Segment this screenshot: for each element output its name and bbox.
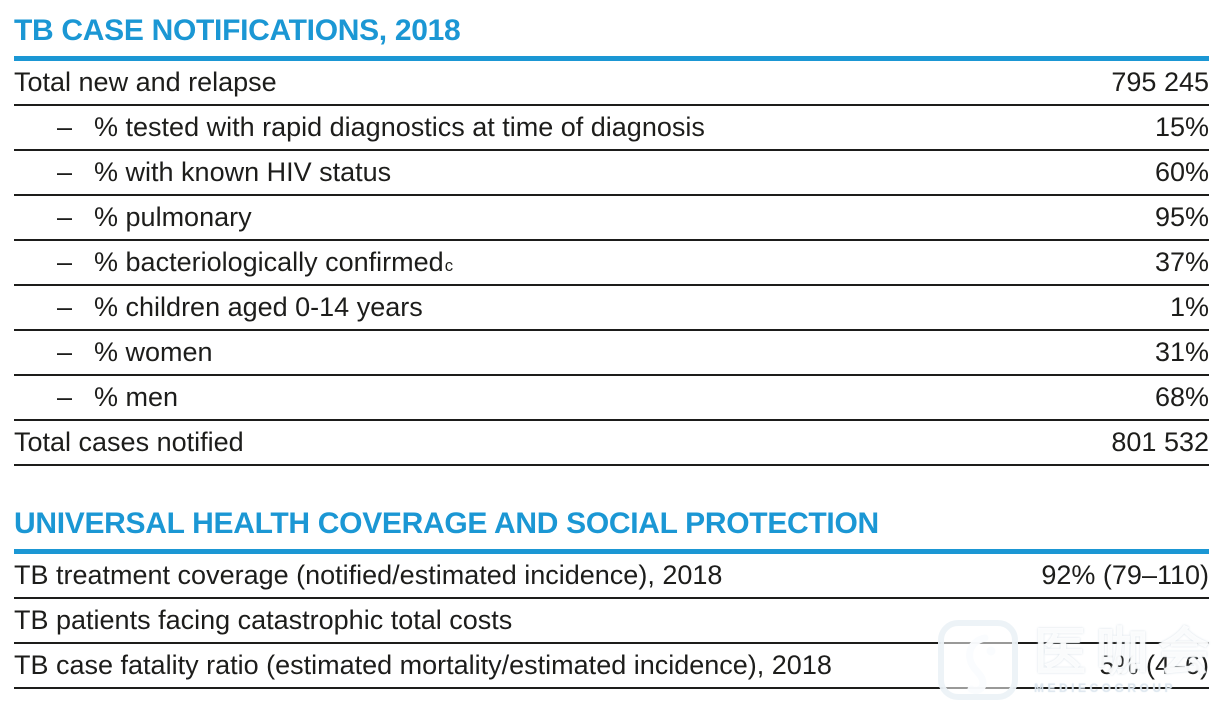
table-row: TB treatment coverage (notified/estimate… <box>14 554 1209 599</box>
dash-bullet: – <box>57 382 73 412</box>
table-row: TB case fatality ratio (estimated mortal… <box>14 644 1209 689</box>
row-value: 60% <box>1154 157 1209 187</box>
table-row: Total new and relapse 795 245 <box>14 61 1209 106</box>
table-row: TB patients facing catastrophic total co… <box>14 599 1209 644</box>
section-title-tb-case-notifications: TB CASE NOTIFICATIONS, 2018 <box>14 0 1209 61</box>
row-label-text: % children aged 0-14 years <box>94 292 423 322</box>
table-row: –% with known HIV status 60% <box>14 151 1209 196</box>
row-value: 801 532 <box>1111 427 1209 457</box>
tb-case-notifications-table: Total new and relapse 795 245–% tested wi… <box>14 61 1209 466</box>
row-value: 795 245 <box>1111 67 1209 97</box>
dash-bullet: – <box>57 157 73 187</box>
universal-health-coverage-table: TB treatment coverage (notified/estimate… <box>14 554 1209 689</box>
row-label-text: TB treatment coverage (notified/estimate… <box>14 560 723 590</box>
row-label-text: Total cases notified <box>14 427 244 457</box>
row-label-text: % bacteriologically confirmed <box>94 247 444 277</box>
dash-bullet: – <box>57 292 73 322</box>
row-label: –% bacteriologically confirmed c <box>57 247 454 277</box>
row-label: –% children aged 0-14 years <box>14 294 423 321</box>
row-value: 15% <box>1154 112 1209 142</box>
row-value: 95% <box>1154 202 1209 232</box>
section-title-universal-health-coverage: UNIVERSAL HEALTH COVERAGE AND SOCIAL PRO… <box>14 493 1209 554</box>
row-value: 37% <box>1154 247 1209 277</box>
row-label-text: % women <box>94 337 213 367</box>
dash-bullet: – <box>57 247 73 277</box>
row-label: –% tested with rapid diagnostics at time… <box>14 114 705 141</box>
row-label: TB case fatality ratio (estimated mortal… <box>14 652 832 679</box>
table-row: –% pulmonary 95% <box>14 196 1209 241</box>
table-row: –% bacteriologically confirmed c 37% <box>14 241 1209 286</box>
row-label: TB patients facing catastrophic total co… <box>14 607 512 634</box>
row-label-text: % men <box>94 382 179 412</box>
dash-bullet: – <box>57 337 73 367</box>
row-value: 31% <box>1154 337 1209 367</box>
table-row: Total cases notified 801 532 <box>14 421 1209 466</box>
table-row: –% children aged 0-14 years 1% <box>14 286 1209 331</box>
row-label-text: % tested with rapid diagnostics at time … <box>94 112 705 142</box>
section-tb-case-notifications: TB CASE NOTIFICATIONS, 2018 Total new an… <box>14 0 1209 466</box>
row-label-text: TB patients facing catastrophic total co… <box>14 605 513 635</box>
row-label: –% women <box>14 339 213 366</box>
row-label-text: Total new and relapse <box>14 67 277 97</box>
row-value: 1% <box>1169 292 1209 322</box>
row-label: –% with known HIV status <box>14 159 391 186</box>
row-label: –% pulmonary <box>14 204 252 231</box>
table-row: –% women 31% <box>14 331 1209 376</box>
row-label: TB treatment coverage (notified/estimate… <box>14 562 722 589</box>
table-row: –% men 68% <box>14 376 1209 421</box>
row-value: 68% <box>1154 382 1209 412</box>
row-label-text: TB case fatality ratio (estimated mortal… <box>14 650 832 680</box>
dash-bullet: – <box>57 112 73 142</box>
row-label: –% men <box>14 384 178 411</box>
table-row: –% tested with rapid diagnostics at time… <box>14 106 1209 151</box>
row-label-text: % pulmonary <box>94 202 252 232</box>
tb-profile-document: TB CASE NOTIFICATIONS, 2018 Total new an… <box>14 0 1209 689</box>
row-label: Total cases notified <box>14 429 244 456</box>
section-universal-health-coverage: UNIVERSAL HEALTH COVERAGE AND SOCIAL PRO… <box>14 493 1209 689</box>
row-label: Total new and relapse <box>14 69 277 96</box>
dash-bullet: – <box>57 202 73 232</box>
row-label-text: % with known HIV status <box>94 157 392 187</box>
row-value: 5% (4–6) <box>1099 650 1209 680</box>
row-value: 92% (79–110) <box>1041 560 1209 590</box>
